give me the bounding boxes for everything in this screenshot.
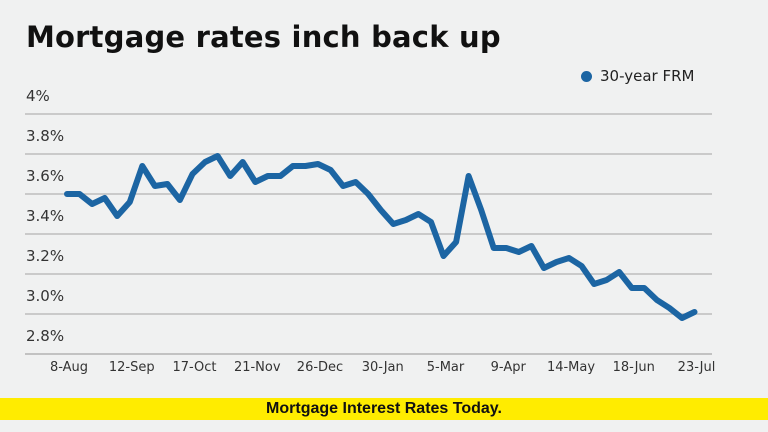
x-axis-label: 21-Nov xyxy=(233,360,281,375)
x-axis-label: 5-Mar xyxy=(426,360,465,375)
y-axis-label: 3.6% xyxy=(26,167,65,185)
y-axis-label: 3.4% xyxy=(26,207,65,225)
series-line-30yr-frm xyxy=(64,153,698,321)
x-axis-label: 18-Jun xyxy=(612,360,655,375)
x-axis-label: 17-Oct xyxy=(172,360,217,375)
x-axis-label: 26-Dec xyxy=(296,360,344,375)
x-axis-label: 30-Jan xyxy=(361,360,404,375)
y-axis-label: 4% xyxy=(26,87,50,105)
legend-marker-icon xyxy=(581,70,592,82)
x-axis-label: 8-Aug xyxy=(49,360,89,375)
chart-title: Mortgage rates inch back up xyxy=(26,20,501,54)
caption-banner: Mortgage Interest Rates Today. xyxy=(0,398,768,420)
legend: 30-year FRM xyxy=(581,67,694,85)
legend-label: 30-year FRM xyxy=(600,67,695,85)
y-axis-label: 3.8% xyxy=(26,127,65,145)
y-axis-label: 3.2% xyxy=(26,247,65,265)
gridlines xyxy=(25,113,712,355)
caption-text: Mortgage Interest Rates Today. xyxy=(266,400,502,417)
x-axis-label: 14-May xyxy=(546,360,596,375)
x-axis-label: 23-Jul xyxy=(677,360,716,375)
x-axis-label: 9-Apr xyxy=(490,360,526,375)
y-axis-label: 3.0% xyxy=(26,287,65,305)
x-axis-label: 12-Sep xyxy=(108,360,155,375)
y-axis-label: 2.8% xyxy=(26,327,65,345)
